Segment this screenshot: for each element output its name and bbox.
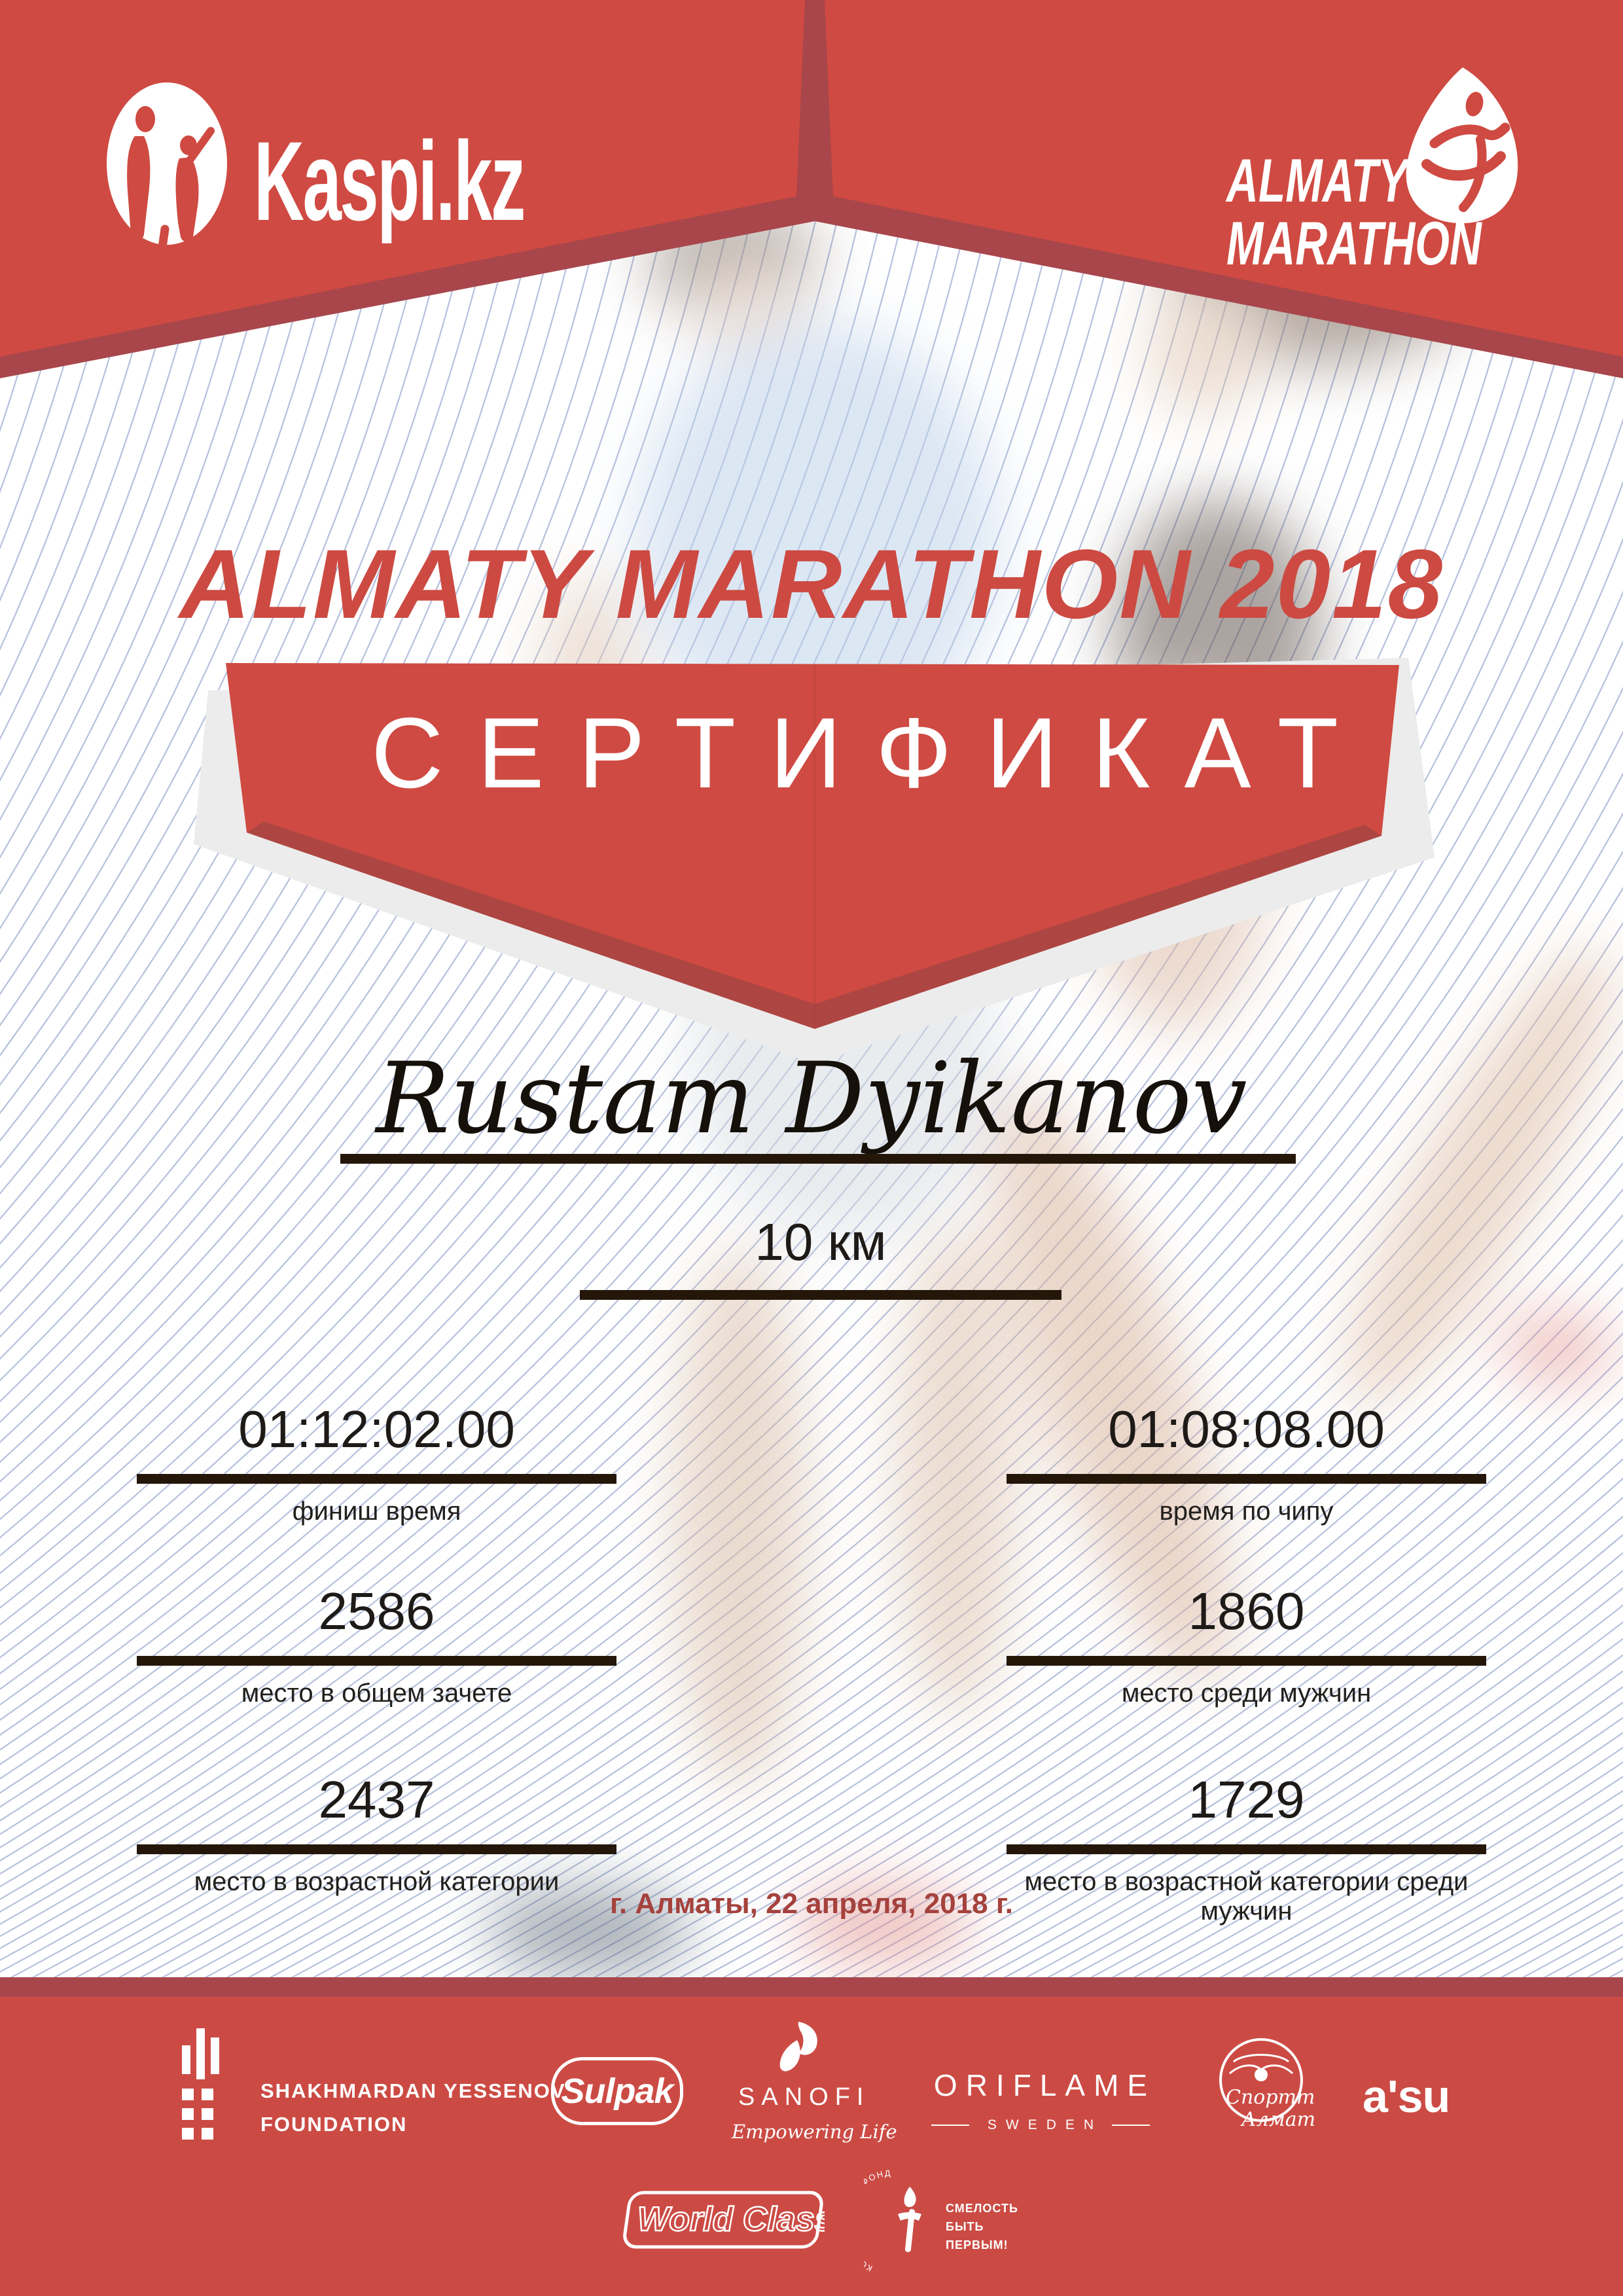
sanofi-logo: SANOFI Empowering Life (732, 2020, 897, 2143)
stat-value: 01:12:02.00 (238, 1400, 515, 1458)
stat-label: место в возрастной категории (194, 1867, 560, 1896)
yessenov-foundation-text: SHAKHMARDAN YESSENOV FOUNDATION (260, 2074, 566, 2141)
stat-label: место в общем зачете (241, 1679, 512, 1708)
distance-value: 10 км (755, 1213, 887, 1271)
fund-torch-emblem: КОРПОРАТИВНЫЙ ФОНД (864, 2168, 921, 2274)
runner-name: Rustam Dyikanov (376, 1042, 1247, 1156)
stat-underline (137, 1474, 616, 1484)
world-class-logo: World Class (623, 2191, 825, 2249)
sanofi-text: SANOFI (738, 2083, 870, 2111)
asu-logo: a'su (1363, 2071, 1450, 2122)
top-banner (0, 0, 1623, 378)
stat-overall-place: 2586 место в общем зачете (137, 1517, 616, 1708)
stat-underline (137, 1844, 616, 1854)
sport-almaty-line2: Алматы (1240, 2108, 1315, 2131)
almaty-logo-line2: MARATHON (1226, 208, 1482, 278)
fund-slogan-line2: БЫТЬ (946, 2219, 984, 2233)
page-title: ALMATY MARATHON 2018 (179, 529, 1444, 639)
stat-underline (1007, 1844, 1486, 1854)
sport-almaty-line1: Спорттык (1226, 2086, 1315, 2109)
kaspi-logo-icon (107, 82, 227, 252)
sanofi-bird-icon (779, 2022, 817, 2072)
fund-arc-text: КОРПОРАТИВНЫЙ ФОНД (864, 2168, 891, 2274)
oriflame-dash-left (931, 2125, 969, 2126)
stat-label: место в возрастной категории среди мужчи… (1024, 1867, 1469, 1926)
stat-value: 2586 (318, 1582, 435, 1640)
stat-value: 1729 (1188, 1770, 1305, 1829)
world-class-text: World Class (637, 2200, 825, 2238)
stat-label: время по чипу (1159, 1497, 1334, 1526)
ribbon-red (226, 663, 1399, 1029)
stat-label: финиш время (292, 1497, 461, 1526)
certificate-ribbon (194, 658, 1435, 1064)
yessenov-line2: FOUNDATION (260, 2113, 408, 2136)
stat-age-male-place: 1729 место в возрастной категории среди … (1007, 1706, 1486, 1926)
sponsors-footer: SHAKHMARDAN YESSENOV FOUNDATION Sulpak S… (0, 1997, 1623, 2296)
stat-value: 01:08:08.00 (1108, 1400, 1385, 1458)
stat-underline (1007, 1656, 1486, 1666)
event-date: г. Алматы, 22 апреля, 2018 г. (610, 1888, 1013, 1920)
ribbon-bevel-left (247, 821, 815, 1029)
oriflame-dash-right (1112, 2125, 1150, 2126)
stat-value: 1860 (1188, 1582, 1305, 1640)
ribbon-fold (813, 665, 815, 1022)
stat-chip-time: 01:08:08.00 время по чипу (1007, 1335, 1486, 1526)
stat-label: место среди мужчин (1121, 1679, 1372, 1708)
sanofi-tagline: Empowering Life (732, 2121, 897, 2143)
almaty-marathon-logo-text: ALMATY MARATHON (1226, 149, 1580, 275)
fund-slogan: СМЕЛОСТЬ БЫТЬ ПЕРВЫМ! (946, 2200, 1018, 2255)
distance-underline (580, 1290, 1061, 1300)
kaspi-logo-text: Kaspi.kz (254, 118, 526, 244)
ribbon-bevel-right (815, 825, 1382, 1029)
footer-divider (0, 1977, 1623, 1997)
almaty-marathon-logo-icon (1406, 67, 1518, 224)
sport-almaty-emblem: Спорттык Алматы (1219, 2038, 1315, 2131)
fund-slogan-line3: ПЕРВЫМ! (946, 2238, 1008, 2251)
oriflame-sub-text: SWEDEN (987, 2117, 1103, 2132)
sulpak-text: Sulpak (561, 2072, 673, 2111)
oriflame-logo: ORIFLAME SWEDEN (916, 2068, 1165, 2133)
stat-underline (1007, 1474, 1486, 1484)
stat-finish-time: 01:12:02.00 финиш время (137, 1335, 616, 1526)
banner-right (825, 0, 1623, 357)
fund-slogan-line1: СМЕЛОСТЬ (946, 2202, 1018, 2215)
oriflame-text: ORIFLAME (933, 2068, 1156, 2102)
banner-left (0, 0, 805, 357)
stat-underline (137, 1656, 616, 1666)
sulpak-logo: Sulpak (551, 2057, 683, 2125)
stat-value: 2437 (318, 1770, 435, 1829)
svg-text:КОРПОРАТИВНЫЙ ФОНД: КОРПОРАТИВНЫЙ ФОНД (864, 2168, 892, 2274)
certificate-label: СЕРТИФИКАТ (371, 697, 1373, 809)
name-underline (340, 1154, 1296, 1164)
yessenov-line1: SHAKHMARDAN YESSENOV (260, 2079, 566, 2102)
stat-male-place: 1860 место среди мужчин (1007, 1517, 1486, 1708)
almaty-logo-line1: ALMATY (1226, 146, 1408, 215)
yessenov-foundation-icon (182, 2028, 219, 2140)
stat-age-place: 2437 место в возрастной категории (137, 1706, 616, 1897)
